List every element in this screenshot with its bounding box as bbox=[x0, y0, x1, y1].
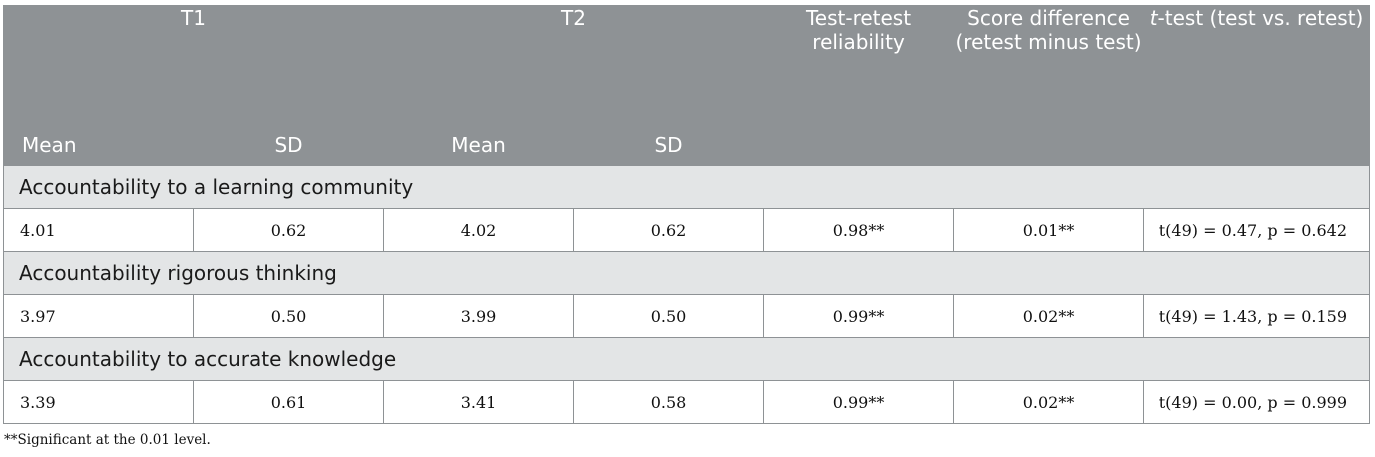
results-table: T1 T2 Test-retest reliability Score diff… bbox=[2, 5, 1371, 424]
footnote: **Significant at the 0.01 level. bbox=[4, 432, 211, 448]
cell-ttest: t(49) = 1.43, p = 0.159 bbox=[1143, 294, 1371, 338]
cell-difference: 0.02** bbox=[953, 294, 1145, 338]
cell-ttest: t(49) = 0.00, p = 0.999 bbox=[1143, 380, 1371, 424]
cell-t2-mean: 4.02 bbox=[383, 208, 575, 252]
table-body: Accountability to a learning community 4… bbox=[2, 165, 1371, 424]
cell-t1-sd: 0.61 bbox=[192, 380, 385, 424]
cell-t2-sd: 0.58 bbox=[573, 380, 765, 424]
cell-t2-sd: 0.50 bbox=[573, 294, 765, 338]
header-t2-sd: SD bbox=[573, 124, 765, 166]
header-t1: T1 bbox=[2, 5, 385, 125]
cell-t1-mean: 4.01 bbox=[3, 208, 194, 252]
cell-t1-mean: 3.97 bbox=[3, 294, 194, 338]
section-row: Accountability to accurate knowledge bbox=[2, 337, 1371, 381]
table-header: T1 T2 Test-retest reliability Score diff… bbox=[2, 5, 1371, 166]
cell-reliability: 0.99** bbox=[763, 294, 955, 338]
header-t1-mean: Mean bbox=[3, 124, 194, 166]
header-score-difference: Score difference (retest minus test) bbox=[953, 5, 1145, 166]
cell-t2-sd: 0.62 bbox=[573, 208, 765, 252]
cell-reliability: 0.99** bbox=[763, 380, 955, 424]
cell-ttest: t(49) = 0.47, p = 0.642 bbox=[1143, 208, 1371, 252]
header-ttest-italic: t bbox=[1149, 6, 1158, 30]
cell-difference: 0.02** bbox=[953, 380, 1145, 424]
cell-difference: 0.01** bbox=[953, 208, 1145, 252]
section-title: Accountability to a learning community bbox=[2, 165, 1371, 209]
header-t2: T2 bbox=[383, 5, 765, 125]
header-t2-mean: Mean bbox=[383, 124, 575, 166]
cell-t1-mean: 3.39 bbox=[3, 380, 194, 424]
header-t1-sd: SD bbox=[192, 124, 385, 166]
section-title: Accountability rigorous thinking bbox=[2, 251, 1371, 295]
cell-t1-sd: 0.50 bbox=[192, 294, 385, 338]
cell-t2-mean: 3.41 bbox=[383, 380, 575, 424]
section-row: Accountability rigorous thinking bbox=[2, 251, 1371, 295]
cell-reliability: 0.98** bbox=[763, 208, 955, 252]
cell-t2-mean: 3.99 bbox=[383, 294, 575, 338]
section-title: Accountability to accurate knowledge bbox=[2, 337, 1371, 381]
table-row: 3.97 0.50 3.99 0.50 0.99** 0.02** t(49) … bbox=[3, 294, 1371, 338]
header-ttest-rest: -test (test vs. retest) bbox=[1157, 6, 1364, 30]
table-row: 4.01 0.62 4.02 0.62 0.98** 0.01** t(49) … bbox=[3, 208, 1371, 252]
cell-t1-sd: 0.62 bbox=[192, 208, 385, 252]
section-row: Accountability to a learning community bbox=[2, 165, 1371, 209]
table-row: 3.39 0.61 3.41 0.58 0.99** 0.02** t(49) … bbox=[3, 380, 1371, 424]
header-ttest: t-test (test vs. retest) bbox=[1143, 5, 1371, 166]
header-reliability: Test-retest reliability bbox=[763, 5, 955, 166]
